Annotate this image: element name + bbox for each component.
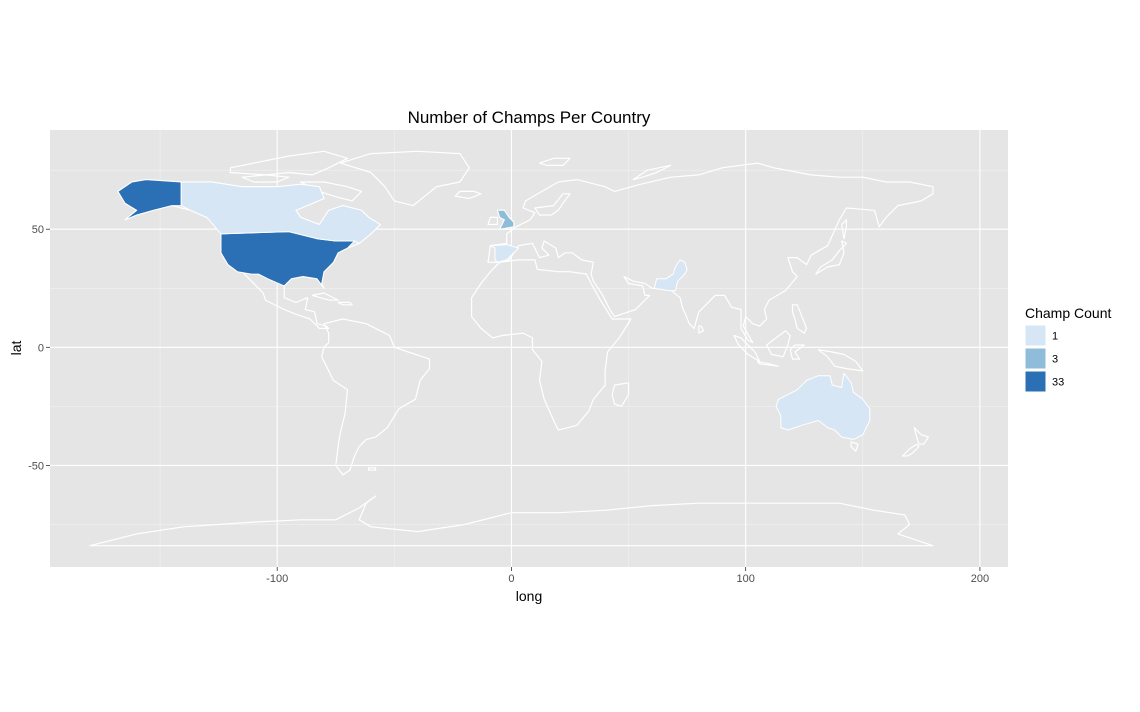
land-outline bbox=[534, 193, 571, 216]
land-outline bbox=[632, 164, 672, 181]
land-outline bbox=[241, 174, 290, 183]
land-outline bbox=[337, 301, 353, 306]
x-tick-label: 200 bbox=[971, 573, 989, 585]
y-tick-label: -50 bbox=[28, 460, 44, 472]
x-axis-title: long bbox=[516, 588, 542, 604]
land-outline bbox=[789, 344, 805, 360]
land-outline bbox=[815, 240, 847, 275]
region-australia bbox=[775, 372, 871, 440]
land-outline bbox=[229, 150, 349, 176]
land-outline bbox=[817, 349, 864, 372]
land-outline bbox=[913, 427, 929, 445]
x-tick-label: 0 bbox=[508, 573, 514, 585]
legend-title: Champ Count bbox=[1025, 305, 1111, 321]
y-axis-title: lat bbox=[8, 341, 24, 356]
land-outline bbox=[902, 443, 920, 457]
region-canada bbox=[180, 181, 381, 244]
land-outline bbox=[611, 382, 630, 407]
land-outline bbox=[538, 157, 571, 166]
x-tick-label: 100 bbox=[736, 573, 754, 585]
land-outline bbox=[487, 162, 934, 344]
x-tick-label: -100 bbox=[266, 573, 288, 585]
region-united-kingdom bbox=[496, 209, 515, 230]
land-outline bbox=[487, 216, 498, 226]
land-outline bbox=[321, 318, 431, 476]
land-outline bbox=[841, 219, 847, 240]
land-outline bbox=[756, 360, 780, 367]
region-pakistan bbox=[653, 259, 688, 292]
land-outline bbox=[311, 292, 339, 301]
legend-key bbox=[1024, 347, 1047, 370]
land-outline bbox=[850, 441, 859, 452]
land-outline bbox=[89, 495, 934, 547]
y-tick-label: 0 bbox=[38, 342, 44, 354]
region-united-states bbox=[117, 179, 182, 221]
legend-label: 1 bbox=[1052, 331, 1058, 343]
land-outline bbox=[368, 467, 377, 471]
land-outline bbox=[471, 259, 632, 431]
y-axis-ticks: -50 0 50 bbox=[28, 224, 50, 472]
y-tick-label: 50 bbox=[32, 224, 44, 236]
choropleth-regions bbox=[117, 179, 871, 440]
land-outline bbox=[766, 330, 791, 358]
region-spain bbox=[489, 244, 519, 263]
legend-key bbox=[1024, 370, 1047, 393]
chart-title: Number of Champs Per Country bbox=[408, 108, 651, 127]
land-outline bbox=[339, 150, 470, 207]
legend-key bbox=[1024, 324, 1047, 347]
land-outline bbox=[791, 304, 808, 334]
legend-label: 33 bbox=[1052, 377, 1064, 389]
land-outline bbox=[454, 190, 482, 200]
legend-label: 3 bbox=[1052, 354, 1058, 366]
land-outline bbox=[698, 325, 705, 334]
x-axis-ticks: -100 0 100 200 bbox=[266, 567, 989, 585]
